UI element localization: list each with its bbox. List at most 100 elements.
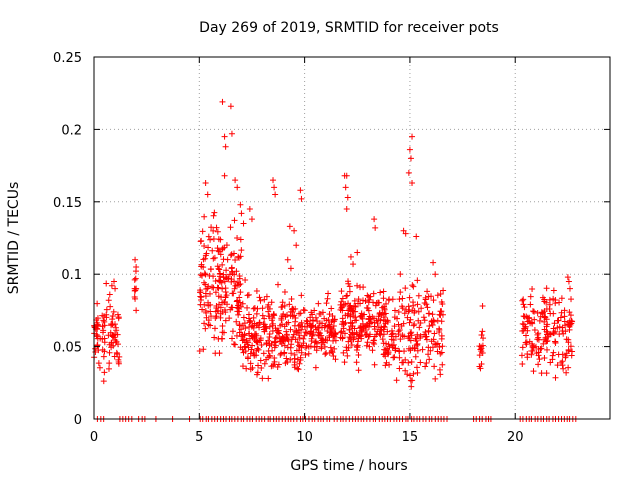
data-point [543,323,550,330]
data-point [295,366,302,373]
y-tick-label: 0.15 [53,196,82,211]
data-point [413,233,420,240]
data-point [527,293,534,300]
data-point [424,304,431,311]
data-point [237,236,244,243]
data-point [385,341,392,348]
data-point [326,349,333,356]
data-point [212,289,219,296]
data-point [272,335,279,342]
data-point [343,293,350,300]
data-point [332,356,339,363]
data-point [197,301,204,308]
data-point [552,338,559,345]
data-point [115,356,122,363]
data-point [417,359,424,366]
data-point [569,318,576,325]
data-point [355,367,362,374]
data-point [536,317,543,324]
data-point [269,315,276,322]
data-point [198,294,205,301]
data-point [377,326,384,333]
data-point [280,337,287,344]
data-point [398,322,405,329]
data-point [536,356,543,363]
data-point [415,292,422,299]
data-point [354,338,361,345]
data-point [239,363,246,370]
data-point [406,319,413,326]
data-point [353,359,360,366]
data-point [340,302,347,309]
data-point [519,360,526,367]
data-point [534,310,541,317]
data-point [206,272,213,279]
data-point [478,332,485,339]
data-point [438,318,445,325]
data-point [236,294,243,301]
data-point [340,349,347,356]
data-point [565,364,572,371]
data-point [242,277,249,284]
data-point [308,323,315,330]
data-point [560,365,567,372]
data-point [287,312,294,319]
data-point [348,341,355,348]
data-point [205,244,212,251]
data-point [270,311,277,318]
data-point [399,305,406,312]
data-point [541,313,548,320]
data-point [402,230,409,237]
data-point [324,295,331,302]
data-point [381,324,388,331]
data-point [342,184,349,191]
data-point [405,169,412,176]
data-point [380,323,387,330]
data-point [263,293,270,300]
x-tick-label: 5 [195,430,203,445]
data-point [429,311,436,318]
data-point [312,314,319,321]
data-point [96,364,103,371]
data-point [284,359,291,366]
data-point [227,224,234,231]
data-point [540,309,547,316]
data-point [340,321,347,328]
data-point [414,331,421,338]
data-point [99,346,106,353]
data-point [520,327,527,334]
data-point [357,284,364,291]
data-point [210,227,217,234]
data-point [215,277,222,284]
data-point [245,344,252,351]
data-point [518,352,525,359]
data-point [374,328,381,335]
data-point [269,328,276,335]
data-point [524,318,531,325]
data-point [391,307,398,314]
data-point [253,287,260,294]
data-point [228,130,235,137]
data-point [215,293,222,300]
data-point [214,245,221,252]
data-point [372,224,379,231]
data-point [431,330,438,337]
data-point [116,353,123,360]
data-point [100,378,107,385]
data-point [363,342,370,349]
data-point [214,228,221,235]
data-point [224,301,231,308]
data-point [296,332,303,339]
data-point [383,340,390,347]
data-point [253,330,260,337]
data-point [225,275,232,282]
data-point [353,317,360,324]
data-point [322,351,329,358]
data-point [266,340,273,347]
data-point [115,315,122,322]
data-point [410,370,417,377]
data-point [563,350,570,357]
data-point [210,212,217,219]
data-point [407,316,414,323]
data-point [409,344,416,351]
